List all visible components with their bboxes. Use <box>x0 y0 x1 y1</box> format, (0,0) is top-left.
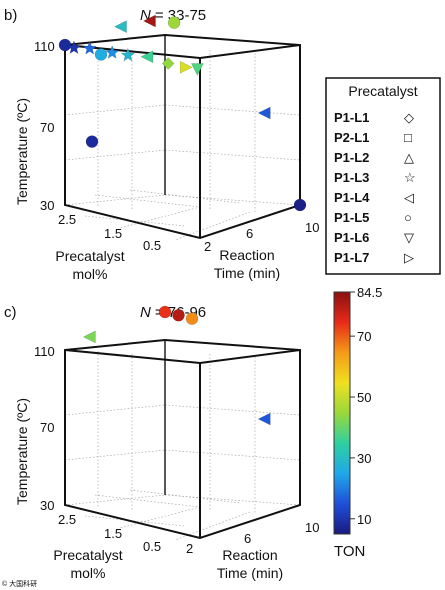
data-points <box>58 14 307 212</box>
grid <box>64 351 301 541</box>
legend-item-symbol: ◇ <box>404 110 414 125</box>
legend: Precatalyst P1-L1 ◇P2-L1 □P1-L2 △P1-L3 ☆P1-L… <box>325 77 441 275</box>
x-tick-1-5: 1.5 <box>104 226 122 241</box>
legend-item-label: P1-L6 <box>334 230 369 245</box>
data-point <box>104 45 120 59</box>
legend-title: Precatalyst <box>348 83 417 99</box>
panel-title-n: N <box>140 7 151 24</box>
data-point <box>257 106 271 120</box>
data-point <box>293 198 307 212</box>
colorbar-tick-label: 70 <box>357 329 371 344</box>
x-tick-2-5: 2.5 <box>58 212 76 227</box>
x-tick-0-5: 0.5 <box>143 238 161 253</box>
y-tick-110: 110 <box>34 39 55 54</box>
panel-c: c) N= 76-96 110 70 30 Temperature (ºC) 2… <box>4 304 319 581</box>
data-point <box>190 63 204 77</box>
legend-item-label: P1-L2 <box>334 150 369 165</box>
data-points <box>82 305 271 426</box>
data-point <box>82 40 97 55</box>
legend-item-label: P1-L4 <box>334 190 370 205</box>
data-point <box>120 47 136 62</box>
legend-items: P1-L1 ◇ P2-L1 □ P1-L2 △ P1-L3 ☆ P1-L4 ◁ P1-L5 ○ P1-L… <box>334 110 416 265</box>
z-axis-label-line1: Reaction <box>219 247 274 263</box>
data-point <box>179 60 193 74</box>
data-point <box>113 20 127 34</box>
data-point <box>82 330 96 344</box>
legend-item-label: P1-L7 <box>334 250 369 265</box>
data-point <box>140 50 154 64</box>
watermark: © 大国科研 <box>2 579 37 588</box>
z-tick-2: 2 <box>186 541 193 556</box>
legend-item-symbol: ○ <box>404 210 412 225</box>
legend-item-symbol: ▷ <box>404 250 414 265</box>
x-axis-label-line1: Precatalyst <box>55 248 124 264</box>
legend-item-label: P2-L1 <box>334 130 369 145</box>
grid <box>64 47 301 241</box>
colorbar-gradient <box>333 291 351 535</box>
z-tick-2: 2 <box>204 239 211 254</box>
data-point <box>158 305 172 319</box>
colorbar-tick-label: 30 <box>357 451 371 466</box>
panel-b: b) N = 33-75 110 70 30 Temperature (ºC) 2… <box>4 7 319 282</box>
z-tick-10: 10 <box>305 520 319 535</box>
x-tick-2-5: 2.5 <box>58 512 76 527</box>
data-point <box>58 38 72 52</box>
data-point <box>94 48 108 61</box>
data-point <box>185 312 199 325</box>
legend-item-symbol: ☆ <box>404 170 416 185</box>
panel-letter: b) <box>4 7 17 24</box>
y-tick-30: 30 <box>40 498 54 513</box>
colorbar-tick-label: 84.5 <box>357 285 382 300</box>
colorbar-label: TON <box>334 543 365 560</box>
z-tick-6: 6 <box>246 226 253 241</box>
panel-title-n: N <box>140 304 151 321</box>
x-axis-label-line2: mol% <box>72 266 107 282</box>
y-tick-70: 70 <box>40 120 54 135</box>
colorbar: 84.5 70 50 30 10 TON <box>333 285 382 560</box>
panel-letter: c) <box>4 304 17 321</box>
x-tick-1-5: 1.5 <box>104 526 122 541</box>
data-point <box>66 40 82 55</box>
legend-item-label: P1-L1 <box>334 110 369 125</box>
y-tick-110: 110 <box>34 344 55 359</box>
y-axis-label: Temperature (ºC) <box>14 398 30 505</box>
legend-item-label: P1-L3 <box>334 170 369 185</box>
panel-title: N = 33-75 <box>140 7 206 24</box>
data-point <box>167 16 181 29</box>
data-point <box>142 14 156 28</box>
x-axis-label-line2: mol% <box>70 565 105 581</box>
y-axis-label: Temperature (ºC) <box>14 98 30 205</box>
legend-box <box>325 77 441 275</box>
data-point <box>257 412 271 426</box>
data-point <box>85 135 99 148</box>
legend-item-symbol: □ <box>404 130 412 145</box>
colorbar-tick-label: 50 <box>357 390 371 405</box>
panel-title-range: = 33-75 <box>155 7 206 24</box>
x-tick-0-5: 0.5 <box>143 539 161 554</box>
z-axis-label-line1: Reaction <box>222 547 277 563</box>
legend-item-symbol: ▽ <box>404 230 414 245</box>
data-point <box>161 57 175 70</box>
z-tick-6: 6 <box>244 531 251 546</box>
x-axis-label-line1: Precatalyst <box>53 547 122 563</box>
legend-item-symbol: ◁ <box>404 190 414 205</box>
z-tick-10: 10 <box>305 220 319 235</box>
z-axis-label-line2: Time (min) <box>217 565 283 581</box>
colorbar-ticks: 84.5 70 50 30 10 <box>350 285 382 527</box>
axes-box <box>64 338 301 540</box>
colorbar-tick-label: 10 <box>357 512 371 527</box>
legend-item-label: P1-L5 <box>334 210 369 225</box>
data-point <box>172 309 185 322</box>
legend-item-symbol: △ <box>404 150 414 165</box>
y-tick-70: 70 <box>40 420 54 435</box>
y-tick-30: 30 <box>40 198 54 213</box>
z-axis-label-line2: Time (min) <box>214 265 280 281</box>
